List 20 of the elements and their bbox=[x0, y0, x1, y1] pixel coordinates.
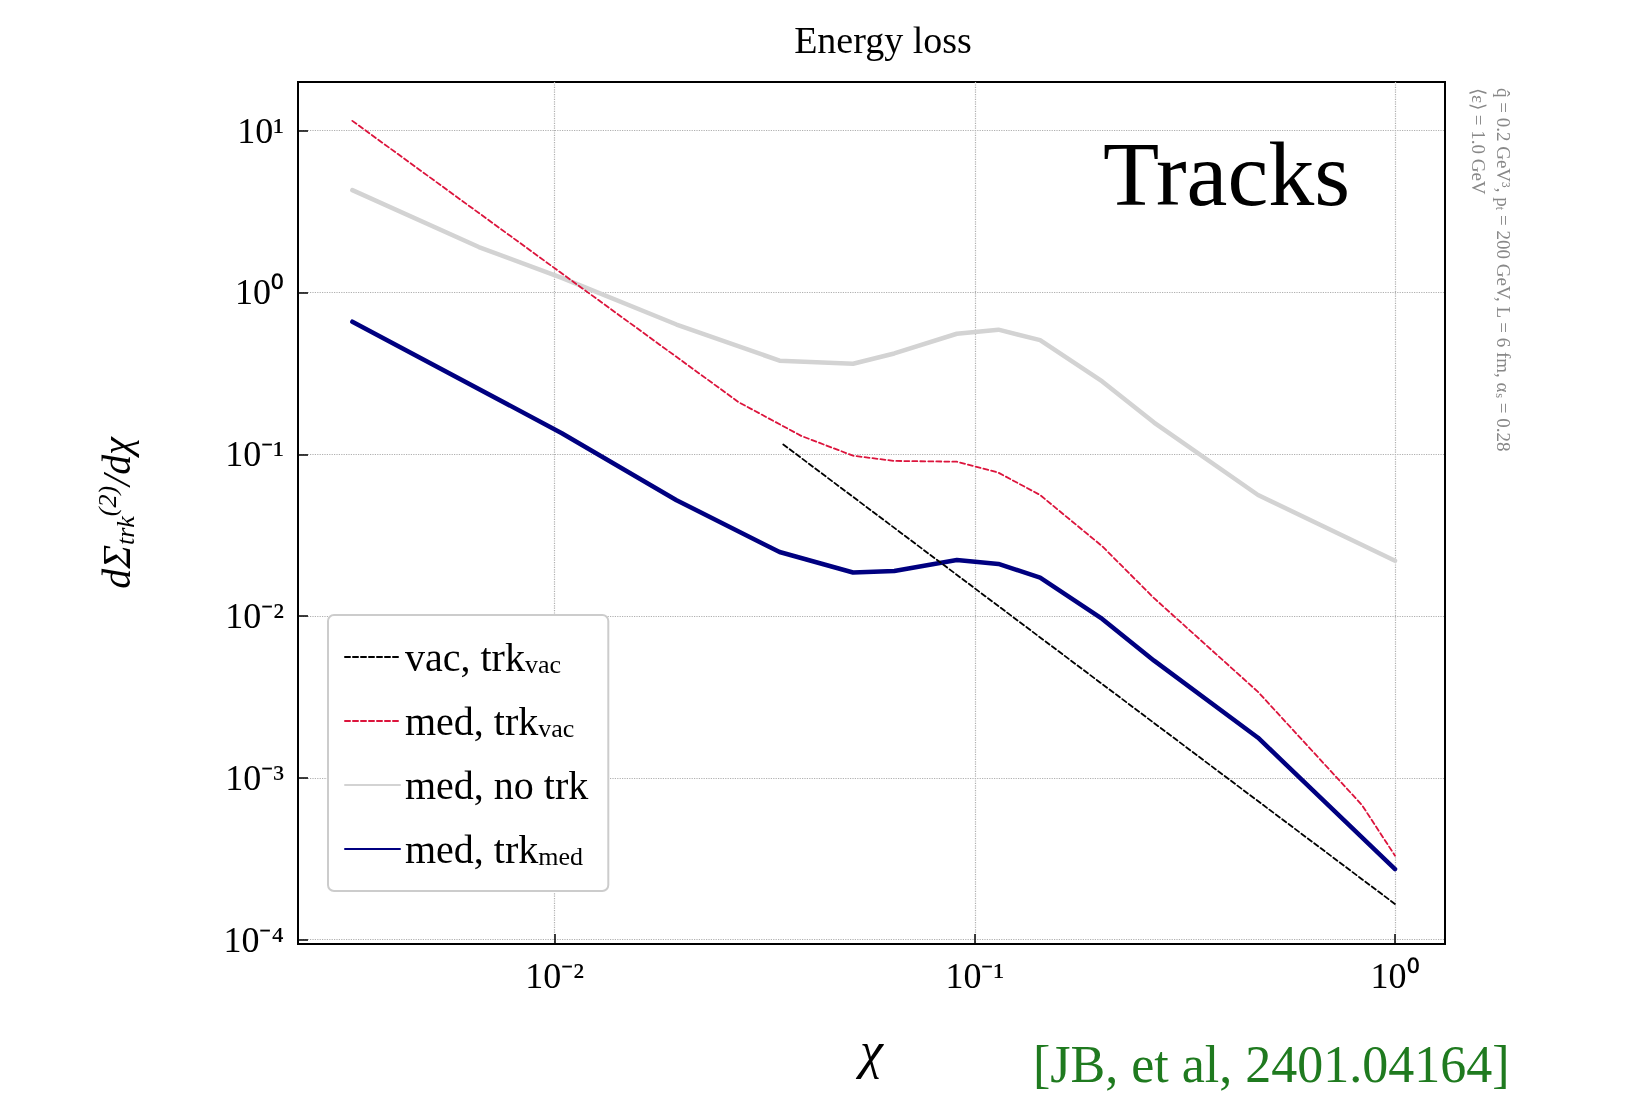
y-tick-label: 10⁰ bbox=[235, 272, 284, 313]
text: [JB, et al, 2401.04164] bbox=[1033, 1035, 1510, 1093]
x-tick-label: 10⁰ bbox=[1370, 956, 1420, 996]
y-axis-title: dΣtrk(2)/dχ bbox=[92, 435, 140, 589]
legend-label: med, trkmed bbox=[405, 826, 584, 872]
chart-title: Energy loss bbox=[794, 19, 972, 61]
x-tick-label: 10⁻² bbox=[525, 956, 585, 996]
x-axis-title: χ bbox=[855, 1021, 885, 1079]
legend-label: vac, trkvac bbox=[405, 634, 562, 680]
x-tick-label: 10⁻¹ bbox=[945, 956, 1005, 996]
y-tick-label: 10⁻³ bbox=[225, 757, 285, 798]
text: q̂ = 0.2 GeV³, pt = 200 GeV, L = 6 fm, αs = 0.28 bbox=[1493, 88, 1514, 452]
legend-label: med, trkvac bbox=[405, 698, 575, 744]
y-tick-label: 10¹ bbox=[237, 110, 284, 151]
legend-label: med, no trk bbox=[405, 762, 589, 808]
annotation: Tracks bbox=[1103, 123, 1351, 225]
text: ⟨ε⟩ = 1.0 GeV bbox=[1468, 88, 1489, 195]
y-tick-label: 10⁻² bbox=[225, 596, 284, 637]
y-tick-label: 10⁻¹ bbox=[225, 434, 284, 475]
y-tick-label: 10⁻⁴ bbox=[223, 919, 284, 960]
